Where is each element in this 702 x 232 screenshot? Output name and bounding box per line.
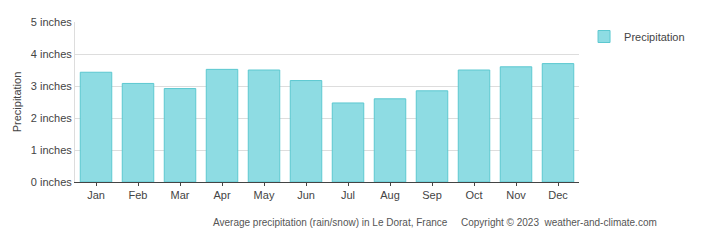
svg-text:Sep: Sep: [422, 189, 442, 201]
svg-text:Aug: Aug: [380, 189, 400, 201]
svg-text:3 inches: 3 inches: [31, 80, 72, 92]
svg-text:Jul: Jul: [341, 189, 355, 201]
svg-text:4 inches: 4 inches: [31, 48, 72, 60]
svg-text:Precipitation: Precipitation: [11, 72, 23, 133]
svg-text:Average precipitation (rain/sn: Average precipitation (rain/snow) in Le …: [213, 217, 448, 228]
svg-text:Mar: Mar: [171, 189, 190, 201]
svg-text:5 inches: 5 inches: [31, 16, 72, 28]
svg-text:Oct: Oct: [465, 189, 482, 201]
svg-text:Jan: Jan: [87, 189, 105, 201]
svg-text:May: May: [254, 189, 275, 201]
svg-text:1 inches: 1 inches: [31, 144, 72, 156]
svg-text:Feb: Feb: [129, 189, 148, 201]
svg-text:Nov: Nov: [506, 189, 526, 201]
svg-text:Dec: Dec: [548, 189, 568, 201]
svg-text:Precipitation: Precipitation: [624, 31, 685, 43]
svg-text:0 inches: 0 inches: [31, 176, 72, 188]
svg-text:2 inches: 2 inches: [31, 112, 72, 124]
svg-text:Copyright © 2023 weather-and-: Copyright © 2023 weather-and-climate.com: [461, 217, 657, 228]
svg-text:Apr: Apr: [213, 189, 230, 201]
svg-text:Jun: Jun: [297, 189, 315, 201]
